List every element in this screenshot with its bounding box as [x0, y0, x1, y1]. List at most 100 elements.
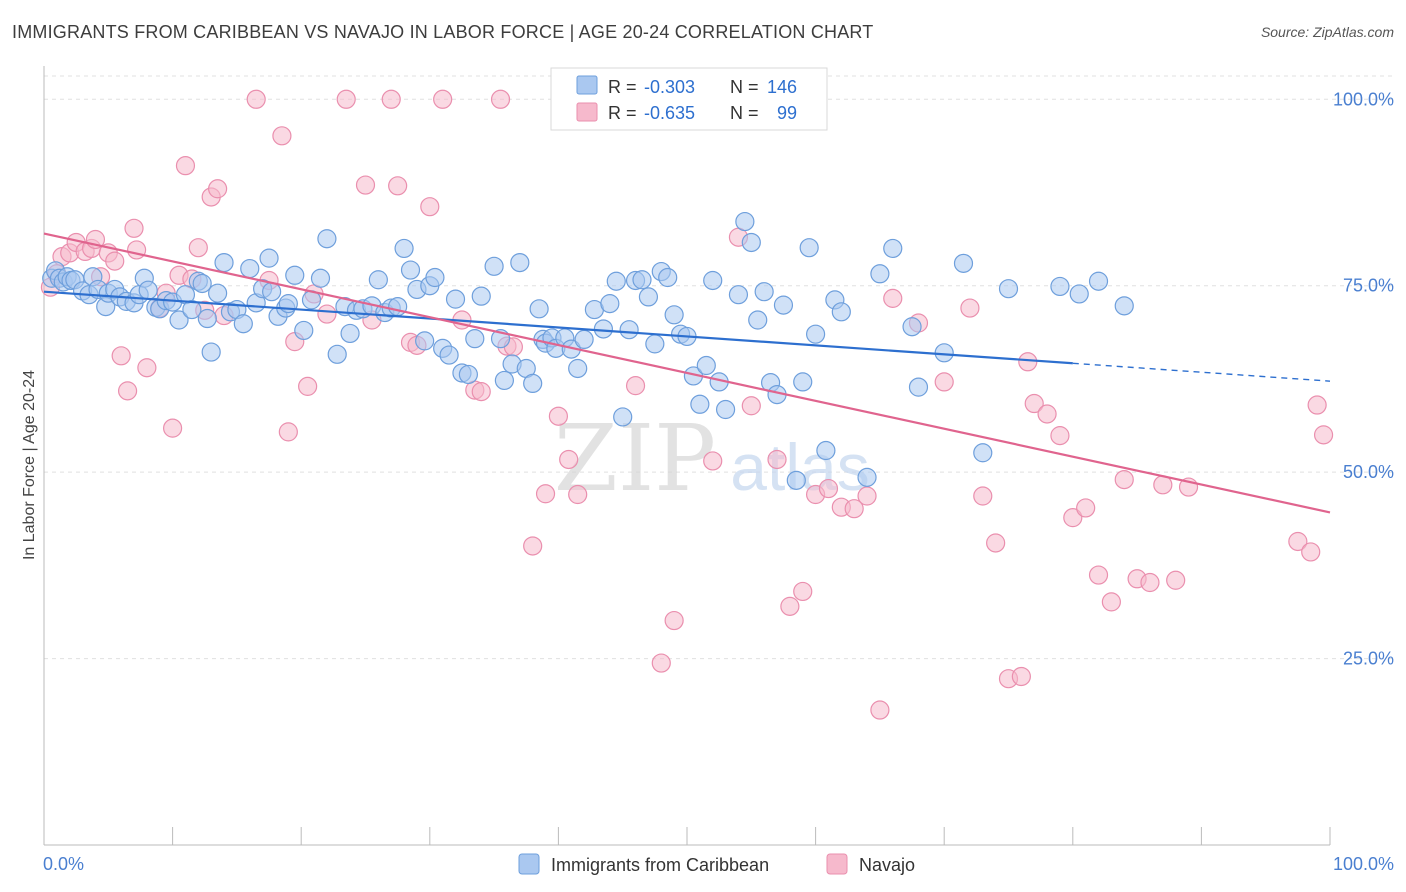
- point-navajo: [844, 499, 864, 519]
- y-tick-label: 75.0%: [1343, 276, 1394, 296]
- point-navajo: [568, 484, 588, 505]
- point-navajo: [664, 610, 684, 631]
- axes: [43, 66, 1331, 846]
- point-caribbean: [619, 320, 639, 340]
- point-caribbean: [169, 310, 189, 330]
- point-caribbean: [240, 258, 260, 279]
- y-tick-labels: 25.0% 50.0% 75.0% 100.0%: [1333, 89, 1394, 668]
- point-caribbean: [574, 329, 594, 350]
- point-caribbean: [998, 279, 1019, 299]
- point-navajo: [336, 89, 356, 109]
- point-navajo: [1166, 570, 1186, 590]
- point-caribbean: [953, 253, 974, 273]
- legend-r-label: R =: [608, 77, 637, 97]
- point-navajo: [548, 406, 569, 426]
- point-caribbean: [773, 295, 794, 315]
- point-navajo: [388, 176, 408, 196]
- point-navajo: [986, 533, 1006, 553]
- legend-r-label: R =: [608, 103, 637, 123]
- point-navajo: [883, 288, 903, 308]
- legend-swatch-caribbean: [518, 853, 540, 875]
- watermark-atlas: atlas: [730, 430, 869, 504]
- point-caribbean: [1050, 276, 1070, 297]
- point-navajo: [934, 372, 954, 392]
- point-navajo: [857, 486, 877, 506]
- point-caribbean: [703, 270, 723, 291]
- point-navajo: [1140, 572, 1160, 593]
- point-navajo: [1050, 426, 1070, 446]
- point-caribbean: [327, 344, 347, 364]
- point-caribbean: [233, 314, 253, 334]
- point-navajo: [1024, 393, 1044, 414]
- point-navajo: [973, 486, 993, 506]
- point-caribbean: [973, 443, 993, 463]
- point-caribbean: [735, 211, 755, 232]
- point-navajo: [1018, 352, 1038, 372]
- point-caribbean: [613, 407, 633, 427]
- point-navajo: [703, 451, 723, 471]
- trend-line-caribbean: [43, 290, 1073, 365]
- point-navajo: [471, 382, 491, 402]
- point-navajo: [278, 422, 298, 442]
- point-caribbean: [439, 345, 459, 365]
- point-caribbean: [138, 280, 158, 300]
- point-caribbean: [638, 287, 659, 307]
- point-caribbean: [262, 282, 282, 302]
- point-caribbean: [208, 283, 228, 303]
- point-navajo: [124, 218, 144, 238]
- series-caribbean: [42, 211, 1134, 490]
- legend-label-caribbean: Immigrants from Caribbean: [551, 855, 769, 875]
- point-caribbean: [201, 342, 221, 362]
- point-caribbean: [805, 324, 826, 344]
- legend-swatch-navajo: [576, 102, 598, 122]
- legend-n-value-caribbean: 146: [767, 77, 797, 97]
- point-caribbean: [664, 305, 684, 325]
- point-navajo: [208, 179, 228, 199]
- point-caribbean: [902, 317, 922, 337]
- point-navajo: [559, 449, 579, 470]
- trend-line-caribbean-extension: [1072, 362, 1331, 382]
- point-caribbean: [465, 329, 485, 349]
- legend-n-label: N =: [730, 77, 759, 97]
- point-caribbean: [1069, 284, 1089, 304]
- point-navajo: [420, 197, 440, 217]
- point-navajo: [523, 536, 543, 556]
- point-caribbean: [458, 364, 478, 385]
- point-navajo: [126, 240, 147, 260]
- point-caribbean: [741, 232, 761, 253]
- stats-legend: R = -0.303 N = 146 R = -0.635 N = 99: [550, 67, 828, 131]
- point-caribbean: [793, 372, 813, 392]
- point-caribbean: [182, 299, 202, 320]
- point-navajo: [870, 700, 890, 720]
- point-caribbean: [197, 308, 217, 329]
- point-navajo: [780, 596, 800, 616]
- point-caribbean: [1088, 271, 1109, 291]
- source-credit: Source: ZipAtlas.com: [1260, 24, 1394, 40]
- point-navajo: [188, 238, 208, 258]
- point-caribbean: [445, 289, 466, 309]
- x-tick-label-max: 100.0%: [1333, 854, 1394, 874]
- point-caribbean: [294, 320, 314, 341]
- point-caribbean: [400, 260, 421, 280]
- point-navajo: [175, 156, 196, 176]
- trend-line-navajo: [43, 232, 1331, 514]
- point-caribbean: [645, 334, 665, 354]
- point-caribbean: [816, 440, 836, 461]
- point-navajo: [137, 358, 157, 378]
- point-caribbean: [415, 331, 435, 351]
- point-caribbean: [593, 319, 614, 339]
- point-caribbean: [340, 323, 360, 344]
- point-navajo: [105, 251, 125, 271]
- point-navajo: [163, 418, 183, 438]
- point-caribbean: [799, 238, 819, 258]
- x-tick-label-min: 0.0%: [43, 854, 84, 874]
- chart-title: IMMIGRANTS FROM CARIBBEAN VS NAVAJO IN L…: [12, 22, 874, 42]
- point-caribbean: [908, 377, 929, 397]
- point-navajo: [117, 381, 138, 401]
- point-navajo: [298, 376, 318, 396]
- point-caribbean: [632, 270, 652, 290]
- point-caribbean: [214, 252, 234, 273]
- point-navajo: [625, 376, 646, 396]
- point-navajo: [1114, 470, 1134, 490]
